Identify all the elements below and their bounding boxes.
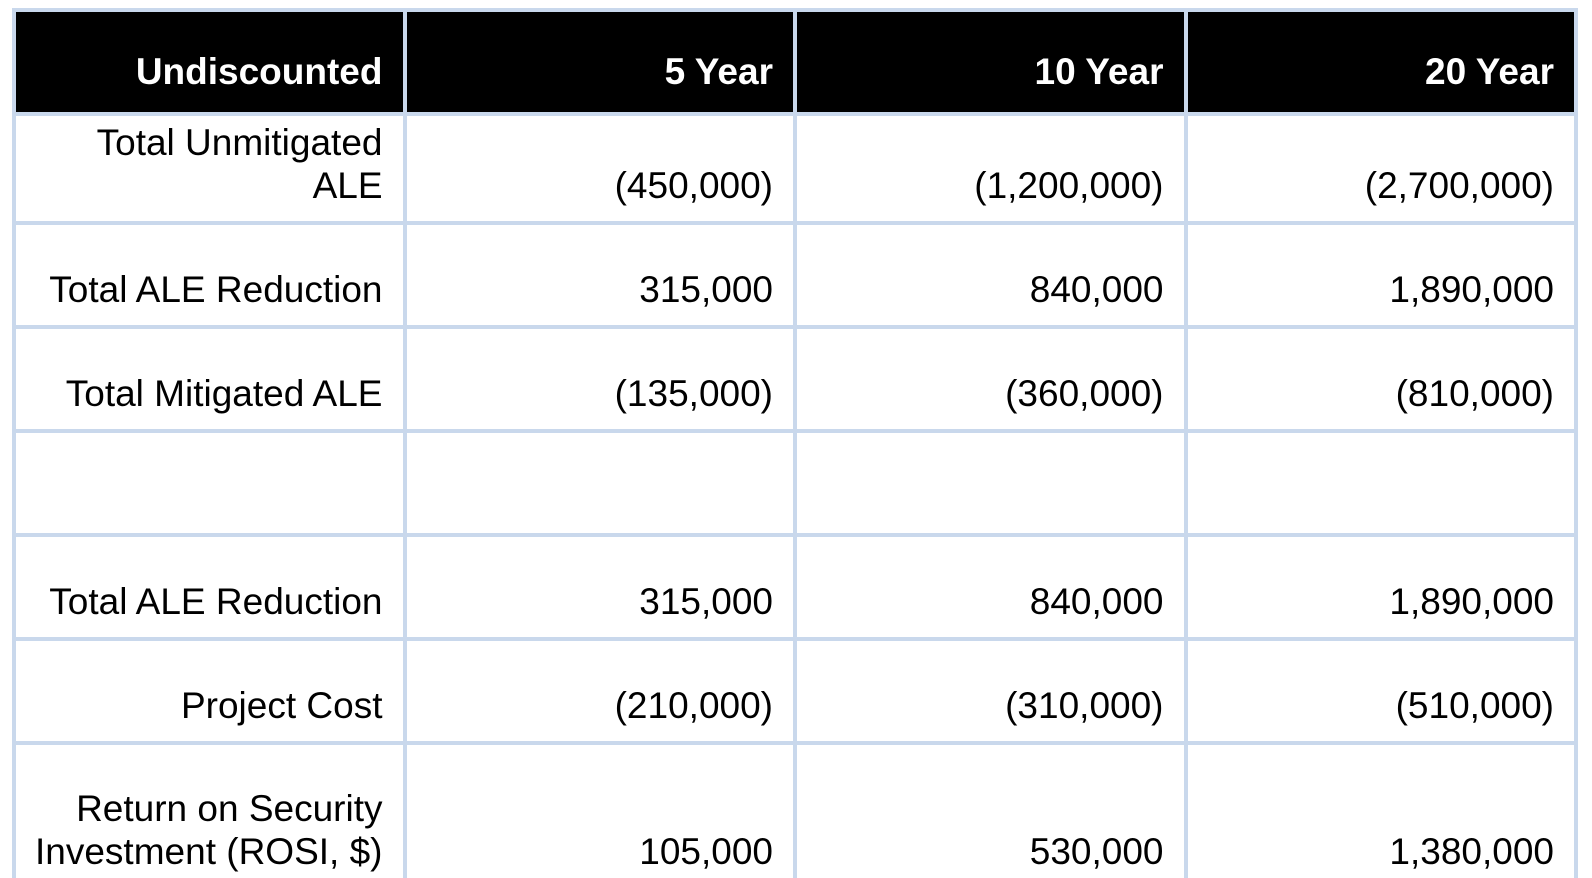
table-row-spacer <box>12 429 1578 538</box>
cell-value: (210,000) <box>402 637 797 746</box>
cell-value: 840,000 <box>793 221 1188 330</box>
cell-value: 1,380,000 <box>1183 741 1578 878</box>
cell-value: (810,000) <box>1183 325 1578 434</box>
row-label: Return on Security Investment (ROSI, $) <box>12 741 407 878</box>
table-row-total-ale-reduction-top: Total ALE Reduction 315,000 840,000 1,89… <box>12 221 1578 330</box>
row-label: Total ALE Reduction <box>12 221 407 330</box>
cell-value: 1,890,000 <box>1183 533 1578 642</box>
header-row: Undiscounted 5 Year 10 Year 20 Year <box>12 8 1578 116</box>
table-row-total-ale-reduction-bottom: Total ALE Reduction 315,000 840,000 1,89… <box>12 533 1578 642</box>
cell-value: (510,000) <box>1183 637 1578 746</box>
row-label: Project Cost <box>12 637 407 746</box>
table-row-rosi-dollars: Return on Security Investment (ROSI, $) … <box>12 741 1578 878</box>
cell-value: (450,000) <box>402 111 797 226</box>
cell-value: (360,000) <box>793 325 1188 434</box>
row-label: Total ALE Reduction <box>12 533 407 642</box>
cell-value: 840,000 <box>793 533 1188 642</box>
cell-value: 1,890,000 <box>1183 221 1578 330</box>
header-cell-undiscounted: Undiscounted <box>12 8 407 116</box>
table-row-total-unmitigated-ale: Total Unmitigated ALE (450,000) (1,200,0… <box>12 111 1578 226</box>
rosi-summary-table-container: Undiscounted 5 Year 10 Year 20 Year Tota… <box>12 8 1578 878</box>
cell-value: 105,000 <box>402 741 797 878</box>
cell-value: (1,200,000) <box>793 111 1188 226</box>
cell-value <box>402 429 797 538</box>
cell-value <box>793 429 1188 538</box>
header-cell-10-year: 10 Year <box>793 8 1188 116</box>
table-row-total-mitigated-ale: Total Mitigated ALE (135,000) (360,000) … <box>12 325 1578 434</box>
cell-value: (2,700,000) <box>1183 111 1578 226</box>
cell-value: (135,000) <box>402 325 797 434</box>
cell-value: 315,000 <box>402 533 797 642</box>
table-row-project-cost: Project Cost (210,000) (310,000) (510,00… <box>12 637 1578 746</box>
row-label: Total Unmitigated ALE <box>12 111 407 226</box>
rosi-summary-table: Undiscounted 5 Year 10 Year 20 Year Tota… <box>12 8 1578 878</box>
cell-value: 530,000 <box>793 741 1188 878</box>
header-cell-5-year: 5 Year <box>402 8 797 116</box>
cell-value <box>1183 429 1578 538</box>
cell-value: (310,000) <box>793 637 1188 746</box>
row-label: Total Mitigated ALE <box>12 325 407 434</box>
cell-value: 315,000 <box>402 221 797 330</box>
row-label <box>12 429 407 538</box>
header-cell-20-year: 20 Year <box>1183 8 1578 116</box>
